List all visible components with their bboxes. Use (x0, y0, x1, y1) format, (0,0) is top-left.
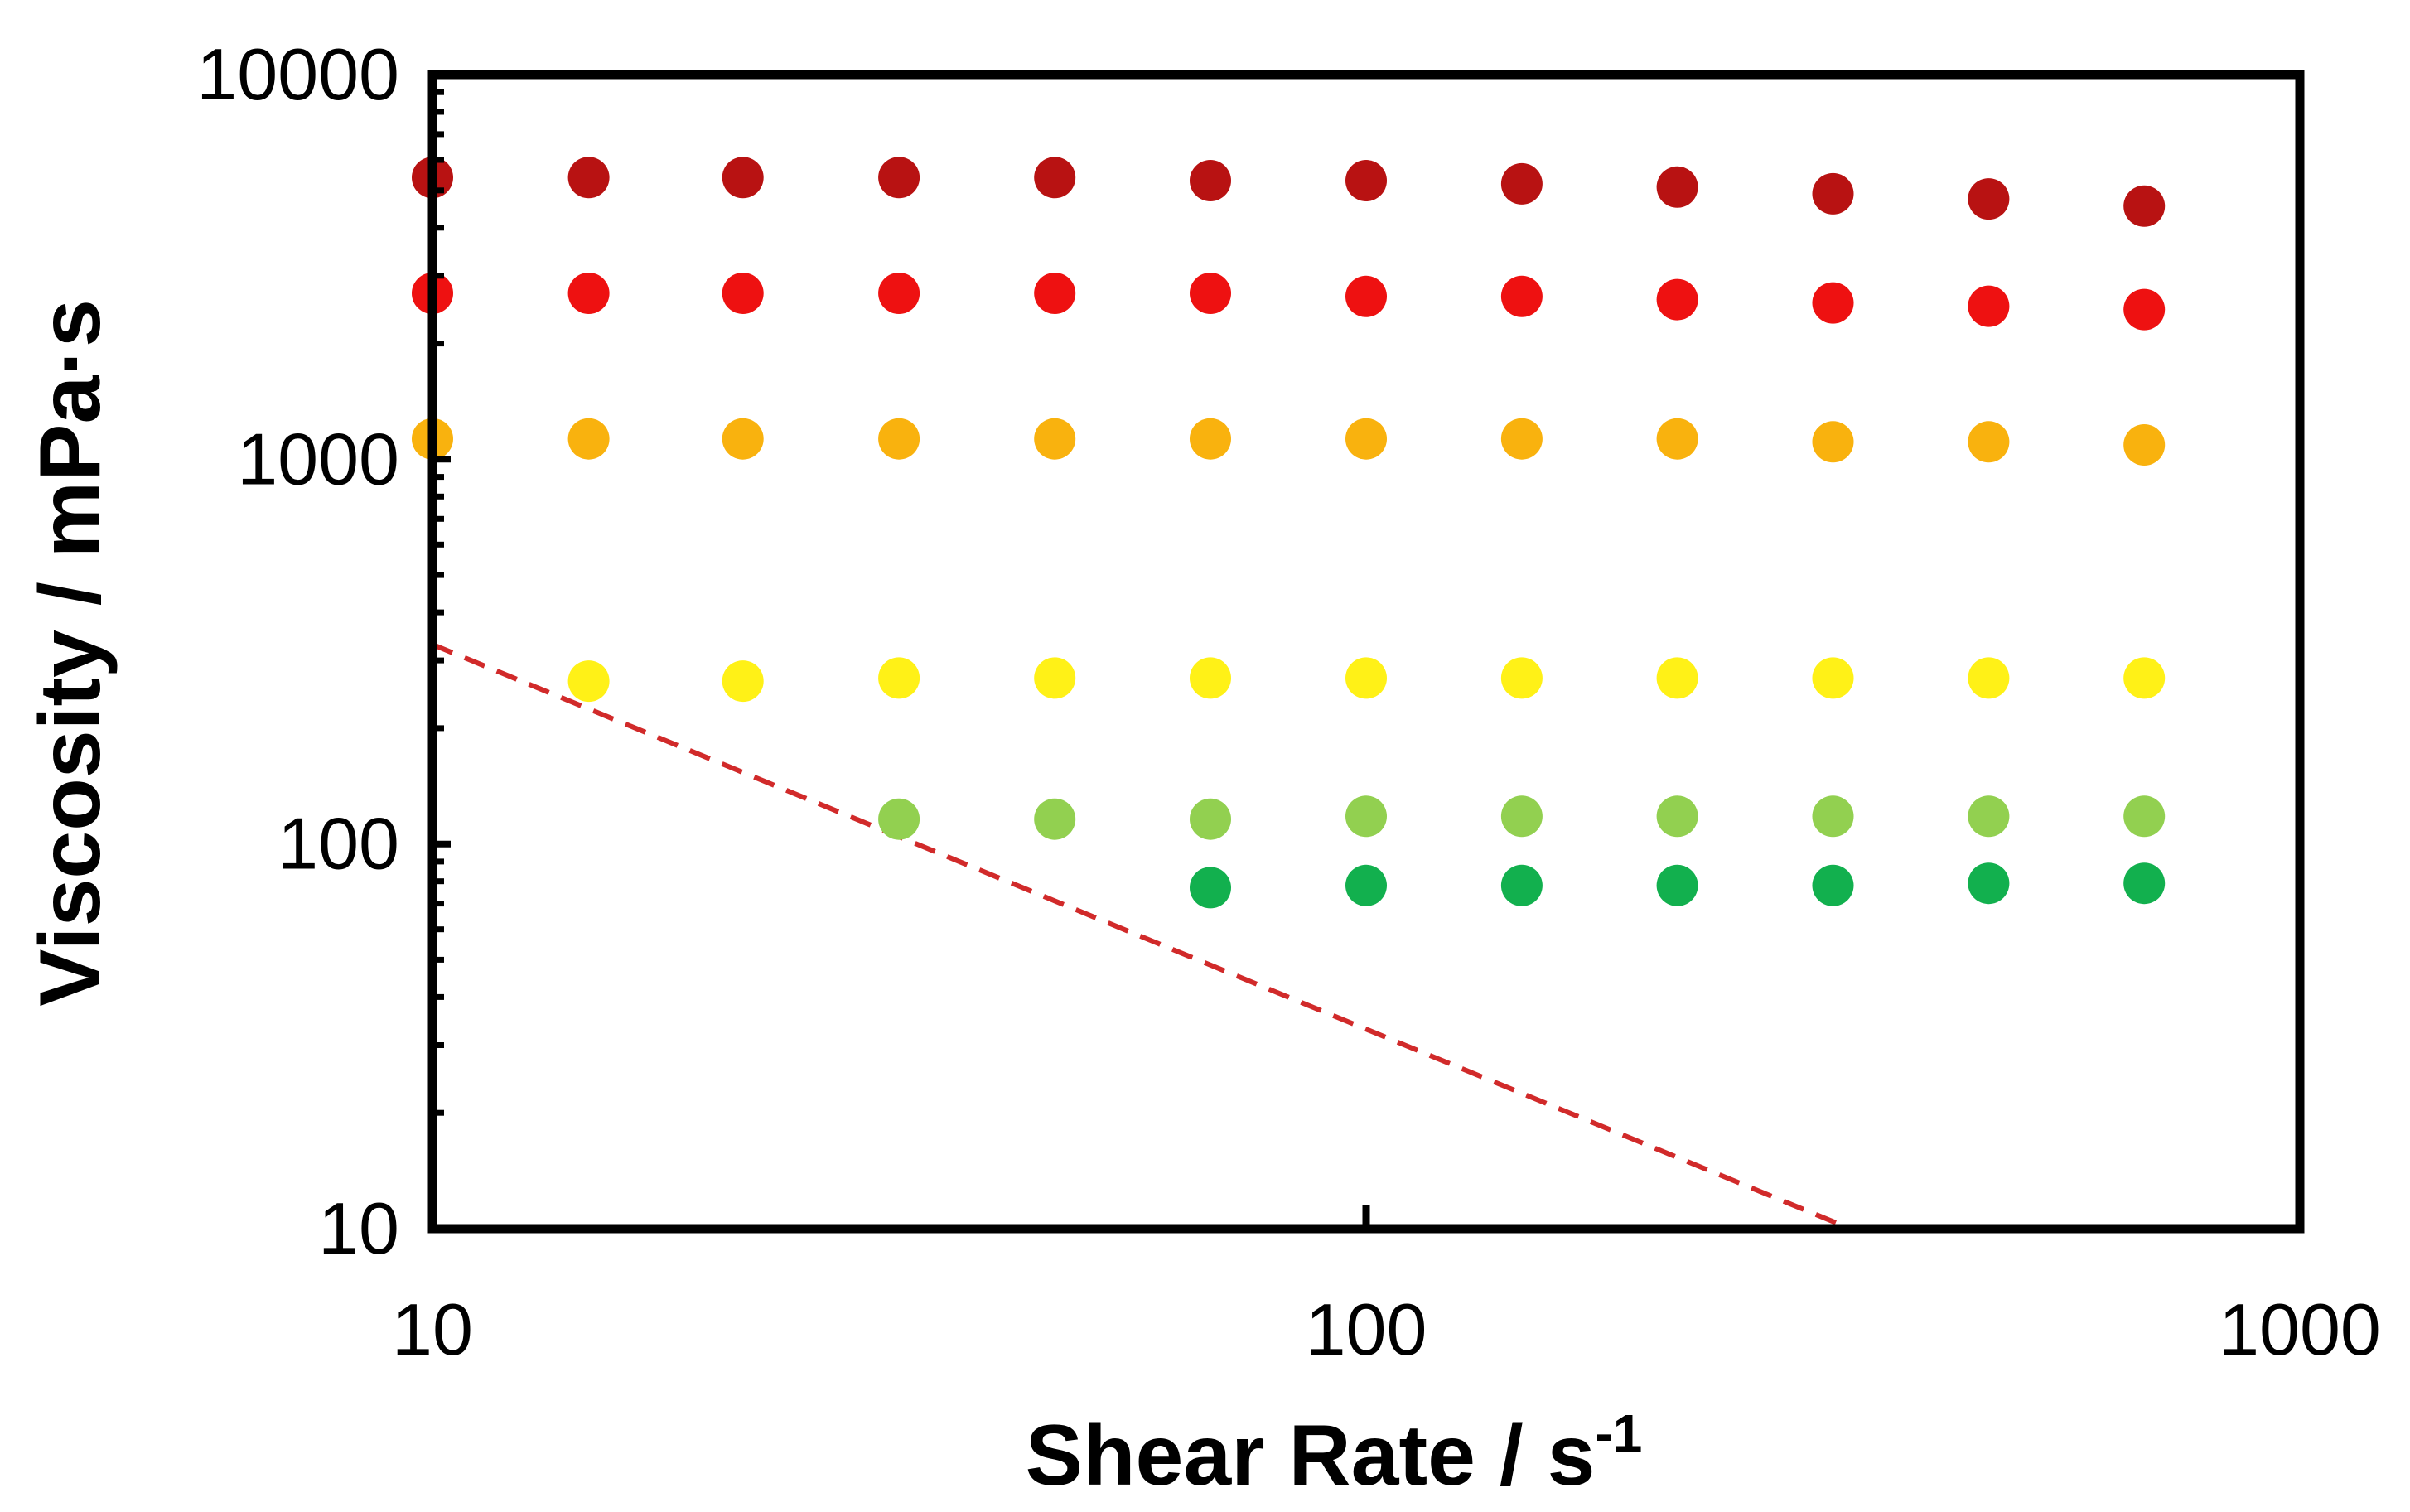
data-point (1500, 275, 1543, 317)
data-point (1190, 273, 1231, 314)
data-point (1345, 275, 1387, 317)
data-point (1345, 795, 1387, 838)
x-axis-title: Shear Rate / s-1 (1026, 1403, 1643, 1504)
data-point (1190, 160, 1231, 201)
data-point (1968, 178, 2010, 220)
data-point (1034, 418, 1076, 460)
axis-ticks-layer (432, 89, 1370, 1232)
series-1 (412, 157, 2166, 227)
y-tick-label: 10000 (196, 33, 399, 115)
data-point (2123, 862, 2166, 905)
y-tick-label: 100 (278, 803, 399, 885)
data-point (878, 418, 920, 460)
data-point (1034, 157, 1076, 199)
series-5 (878, 795, 2166, 840)
data-point (1656, 278, 1698, 321)
data-point (2123, 795, 2166, 838)
data-point (1656, 418, 1698, 460)
tick-labels-layer: 10 100 1000 10000 10 100 1000 (196, 33, 2381, 1370)
data-point (1190, 867, 1231, 909)
data-point (1968, 862, 2010, 905)
dashed-reference-line (431, 642, 1852, 1231)
data-point (1500, 657, 1543, 699)
series-4 (567, 657, 2166, 703)
data-point (878, 657, 920, 699)
data-point (1345, 160, 1387, 201)
data-point (1656, 795, 1698, 838)
data-point (567, 157, 610, 199)
data-point (1968, 421, 2010, 463)
series-2 (412, 273, 2166, 331)
data-point (2123, 424, 2166, 466)
data-point (2123, 185, 2166, 227)
y-axis-title: Viscosity / mPa·s (22, 299, 118, 1007)
data-point (1345, 418, 1387, 460)
data-point (1656, 166, 1698, 208)
data-point (1812, 282, 1854, 324)
data-point (2123, 288, 2166, 331)
data-point (722, 660, 764, 703)
data-point (1190, 418, 1231, 460)
x-tick-label: 1000 (2219, 1288, 2381, 1370)
x-tick-label: 100 (1306, 1288, 1427, 1370)
data-point (567, 273, 610, 314)
data-point (1034, 273, 1076, 314)
data-point (1500, 162, 1543, 205)
x-axis-title-text: Shear Rate / s (1026, 1408, 1596, 1504)
y-tick-label: 1000 (237, 418, 399, 500)
data-point (1812, 864, 1854, 906)
data-point (878, 798, 920, 840)
data-point (1500, 864, 1543, 906)
data-point (722, 157, 764, 199)
data-point (567, 660, 610, 703)
data-point (1190, 657, 1231, 699)
data-point (1968, 795, 2010, 838)
x-tick-label: 10 (392, 1288, 473, 1370)
data-point (567, 418, 610, 460)
data-point (1034, 798, 1076, 840)
data-point (1812, 172, 1854, 215)
data-point (1500, 795, 1543, 838)
data-point (1345, 657, 1387, 699)
data-point (1968, 657, 2010, 699)
data-point (878, 157, 920, 199)
data-point (1656, 864, 1698, 906)
series-6 (1190, 862, 2166, 909)
data-point (722, 418, 764, 460)
x-axis-title-superscript: -1 (1595, 1403, 1642, 1463)
reference-line-layer (431, 642, 1852, 1231)
data-point (1500, 418, 1543, 460)
data-point (1968, 285, 2010, 327)
data-point (1656, 657, 1698, 699)
y-tick-label: 10 (318, 1187, 399, 1269)
data-point (1812, 795, 1854, 838)
data-point (1812, 657, 1854, 699)
data-point (1190, 798, 1231, 840)
data-points-layer (412, 157, 2166, 909)
data-point (1345, 864, 1387, 906)
data-point (1034, 657, 1076, 699)
data-point (878, 273, 920, 314)
data-point (1812, 421, 1854, 463)
data-point (722, 273, 764, 314)
data-point (2123, 657, 2166, 699)
